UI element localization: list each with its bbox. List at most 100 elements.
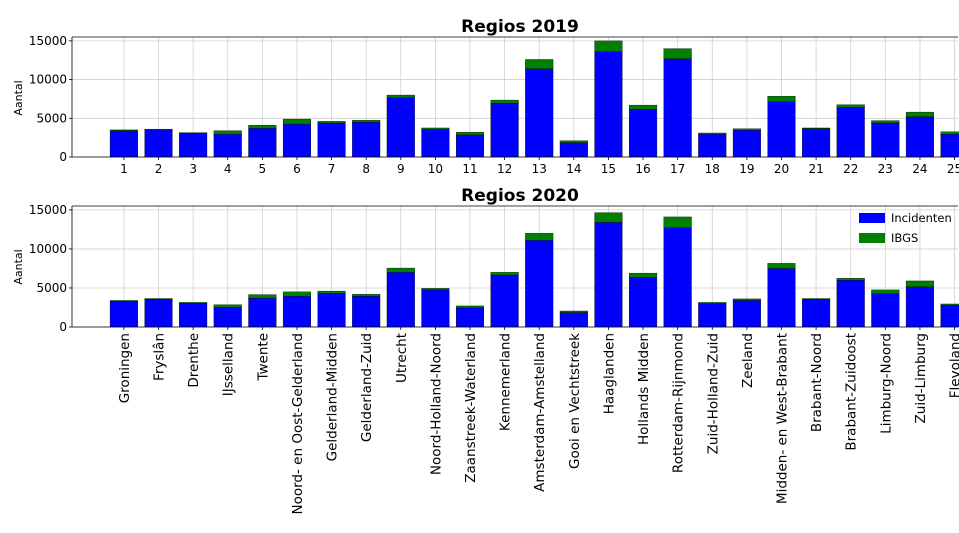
chart-panel-2020: Regios 2020 Aantal 0 5000 10000 15000 Gronin… [12,186,959,515]
y-tick-label: 0 [59,150,67,164]
bar-ibgs-10 [421,288,450,291]
x-tick-label: Zeeland [740,333,756,388]
bar-ibgs-5 [248,294,277,299]
bar-incidenten-16 [629,109,658,158]
x-tick-label: 3 [189,162,197,176]
x-tick-label: Utrecht [394,333,410,383]
x-tick-label: 20 [774,162,789,176]
y-tick-label: 5000 [36,111,67,125]
bar-incidenten-4 [213,133,242,158]
bar-incidenten-23 [871,122,900,158]
x-tick-label: Midden- en West-Brabant [774,333,790,504]
bar-incidenten-7 [317,122,346,158]
bar-ibgs-4 [213,304,242,308]
x-tick-label: 2 [155,162,163,176]
bar-ibgs-19 [732,128,761,131]
bar-incidenten-25 [940,304,959,328]
bar-incidenten-20 [767,101,796,158]
bar-incidenten-2 [144,299,173,328]
bar-incidenten-7 [317,293,346,328]
bar-ibgs-20 [767,263,796,269]
bar-incidenten-6 [282,295,311,328]
x-tick-label: Zuid-Limburg [913,333,929,423]
bar-incidenten-13 [525,240,554,328]
bar-incidenten-17 [663,227,692,328]
bar-incidenten-24 [905,116,934,158]
x-tick-label: Kennemerland [498,333,514,431]
y-tick-label: 10000 [29,242,67,256]
bar-incidenten-2 [144,129,173,158]
bar-ibgs-21 [802,298,831,300]
x-tick-label: 15 [601,162,616,176]
x-tick-label: Rotterdam-Rijnmond [671,333,687,473]
bar-ibgs-1 [109,300,138,302]
bar-incidenten-13 [525,68,554,158]
x-tick-label: 13 [532,162,547,176]
bar-ibgs-24 [905,280,934,287]
x-tick-label: Amsterdam-Amstelland [532,333,548,492]
bar-incidenten-10 [421,129,450,158]
bar-incidenten-21 [802,128,831,158]
x-tick-label: 17 [670,162,685,176]
bar-ibgs-4 [213,130,242,135]
bar-ibgs-25 [940,131,959,135]
bar-incidenten-8 [352,295,381,328]
bar-ibgs-2 [144,298,173,300]
x-tick-label: Gelderland-Midden [325,333,341,461]
bar-ibgs-20 [767,96,796,102]
bar-incidenten-4 [213,307,242,328]
bar-incidenten-11 [455,134,485,158]
y-axis-label-2019: Aantal [12,80,25,115]
x-tick-label: 4 [224,162,232,176]
bar-ibgs-1 [109,129,138,131]
x-tick-label: Gooi en Vechtstreek [567,333,583,469]
bar-ibgs-23 [871,289,900,294]
bar-incidenten-3 [179,133,208,158]
bar-ibgs-16 [629,272,658,278]
x-tick-label: 8 [362,162,370,176]
x-tick-label: 24 [912,162,927,176]
bar-incidenten-12 [490,103,519,158]
bar-ibgs-12 [490,99,519,104]
bar-incidenten-5 [248,297,277,328]
bar-ibgs-14 [559,140,588,143]
x-tick-label: Zaanstreek-Waterland [463,333,479,483]
bar-incidenten-3 [179,303,208,328]
bar-ibgs-23 [871,120,900,124]
x-tick-label: 25 [947,162,959,176]
x-tick-label: 14 [566,162,581,176]
y-tick-label: 5000 [36,281,67,295]
x-tick-label: 18 [705,162,720,176]
bar-incidenten-22 [836,107,865,158]
x-tick-label: Brabant-Noord [809,333,825,432]
bar-incidenten-14 [559,312,588,328]
bar-ibgs-11 [455,305,485,309]
bar-ibgs-11 [455,132,485,136]
chart-title-2019: Regios 2019 [461,17,579,37]
y-axis-label-2020: Aantal [12,249,25,284]
x-tick-label: Gelderland-Zuid [359,333,375,442]
bar-incidenten-9 [386,272,415,328]
bar-ibgs-13 [525,233,554,241]
x-tick-label: Drenthe [186,333,202,388]
x-tick-label: Hollands Midden [636,333,652,445]
bar-incidenten-20 [767,268,796,328]
bar-ibgs-16 [629,104,658,110]
bar-ibgs-8 [352,120,381,123]
bar-incidenten-18 [698,303,727,328]
x-tick-label: 5 [259,162,267,176]
bar-ibgs-10 [421,127,450,130]
legend-label-ibgs: IBGS [891,231,918,245]
bar-ibgs-2 [144,128,173,131]
bar-incidenten-8 [352,121,381,158]
bar-incidenten-5 [248,128,277,158]
x-tick-label: 10 [428,162,443,176]
x-tick-label: Noord-Holland-Noord [428,333,444,475]
legend-label-incidenten: Incidenten [891,211,952,225]
x-tick-label: 23 [878,162,893,176]
bar-ibgs-12 [490,272,519,276]
bar-incidenten-23 [871,293,900,328]
bar-ibgs-9 [386,267,415,273]
x-tick-label: Fryslân [152,333,168,381]
